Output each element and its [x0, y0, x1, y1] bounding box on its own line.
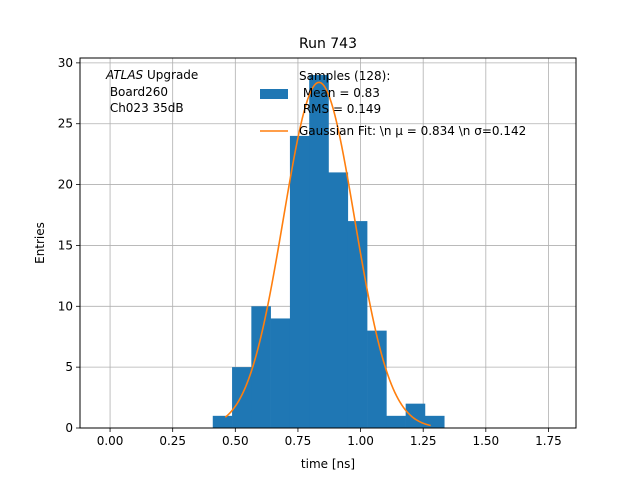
- x-tick-label: 0.00: [97, 434, 124, 448]
- legend-hist-line1: Samples (128):: [299, 69, 390, 83]
- annotation-upgrade-word: Upgrade: [143, 68, 198, 82]
- x-tick-label: 0.50: [222, 434, 249, 448]
- histogram-bar: [425, 416, 445, 428]
- x-axis-label: time [ns]: [301, 457, 355, 471]
- legend-hist-line3: RMS = 0.149: [299, 102, 381, 116]
- annotation-channel: Ch023 35dB: [106, 101, 184, 115]
- svg-text:ATLAS Upgrade: ATLAS Upgrade: [105, 68, 198, 82]
- histogram-bar: [213, 416, 233, 428]
- annotation-atlas-word: ATLAS: [105, 68, 144, 82]
- histogram-bar: [406, 404, 426, 428]
- legend-hist-swatch: [260, 89, 288, 99]
- histogram-bar: [367, 331, 387, 428]
- y-tick-label: 5: [65, 360, 73, 374]
- x-tick-label: 0.75: [285, 434, 312, 448]
- x-tick-label: 1.75: [535, 434, 562, 448]
- y-tick-label: 25: [58, 117, 73, 131]
- y-tick-label: 30: [58, 56, 73, 70]
- legend: Samples (128): Mean = 0.83 RMS = 0.149 G…: [260, 69, 526, 138]
- y-axis-label: Entries: [33, 222, 47, 264]
- atlas-annotation: ATLAS Upgrade Board260 Ch023 35dB: [105, 68, 198, 115]
- legend-fit-label: Gaussian Fit: \n μ = 0.834 \n σ=0.142: [299, 124, 526, 138]
- y-ticks: 0 5 10 15 20 25 30: [58, 56, 80, 435]
- y-tick-label: 10: [58, 299, 73, 313]
- x-tick-label: 1.25: [410, 434, 437, 448]
- histogram-bar: [251, 306, 271, 428]
- histogram-bar: [386, 416, 406, 428]
- x-tick-label: 1.50: [472, 434, 499, 448]
- x-tick-label: 1.00: [347, 434, 374, 448]
- x-ticks: 0.00 0.25 0.50 0.75 1.00 1.25 1.50 1.75: [97, 428, 562, 448]
- chart-title: Run 743: [299, 36, 357, 52]
- legend-hist-line2: Mean = 0.83: [299, 86, 380, 100]
- histogram-bar: [290, 136, 310, 428]
- y-tick-label: 0: [65, 421, 73, 435]
- histogram-bar: [348, 221, 368, 428]
- histogram-bar: [329, 172, 349, 428]
- annotation-board: Board260: [106, 85, 168, 99]
- y-tick-label: 20: [58, 178, 73, 192]
- y-tick-label: 15: [58, 238, 73, 252]
- histogram-bar: [271, 318, 291, 428]
- histogram-bar: [232, 367, 252, 428]
- x-tick-label: 0.25: [159, 434, 186, 448]
